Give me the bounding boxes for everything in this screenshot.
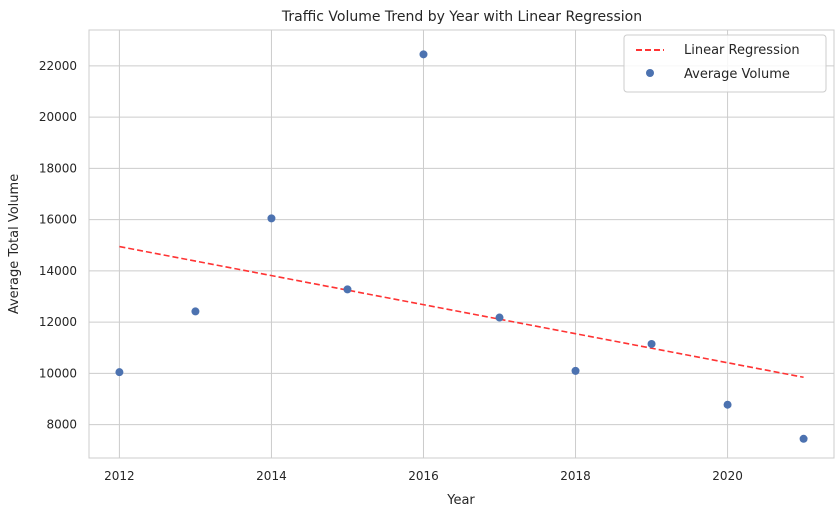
y-tick-label: 10000 — [39, 366, 77, 380]
x-tick-label: 2020 — [712, 469, 743, 483]
legend-box — [623, 34, 827, 93]
y-tick-label: 22000 — [39, 59, 77, 73]
legend-marker-swatch — [646, 69, 654, 77]
x-tick-label: 2018 — [560, 469, 591, 483]
y-tick-label: 20000 — [39, 110, 77, 124]
data-point — [115, 368, 124, 377]
legend-label-regression: Linear Regression — [684, 43, 800, 58]
data-point — [343, 285, 352, 294]
legend: Linear Regression Average Volume — [623, 34, 827, 93]
x-axis-label: Year — [446, 493, 475, 508]
y-tick-label: 14000 — [39, 264, 77, 278]
data-point — [799, 434, 808, 443]
data-point — [571, 366, 580, 375]
ticks: 2012 2014 2016 2018 2020 8000 10000 12000 14000 1… — [39, 59, 743, 483]
data-point — [191, 307, 200, 316]
data-point — [495, 313, 504, 322]
plot-area — [88, 29, 835, 459]
y-tick-label: 12000 — [39, 315, 77, 329]
marks — [115, 50, 808, 443]
data-point — [647, 339, 656, 348]
x-tick-label: 2016 — [408, 469, 439, 483]
regression-line — [119, 245, 804, 379]
y-tick-label: 16000 — [39, 213, 77, 227]
y-axis-label: Average Total Volume — [7, 174, 22, 314]
y-tick-label: 18000 — [39, 161, 77, 175]
y-tick-label: 8000 — [46, 418, 77, 432]
chart-title: Traffic Volume Trend by Year with Linear… — [281, 9, 642, 25]
data-point — [723, 400, 732, 409]
data-point — [419, 50, 428, 59]
legend-label-volume: Average Volume — [684, 67, 790, 82]
x-tick-label: 2012 — [104, 469, 135, 483]
data-point — [267, 214, 276, 223]
grid — [89, 30, 834, 458]
x-tick-label: 2014 — [256, 469, 287, 483]
